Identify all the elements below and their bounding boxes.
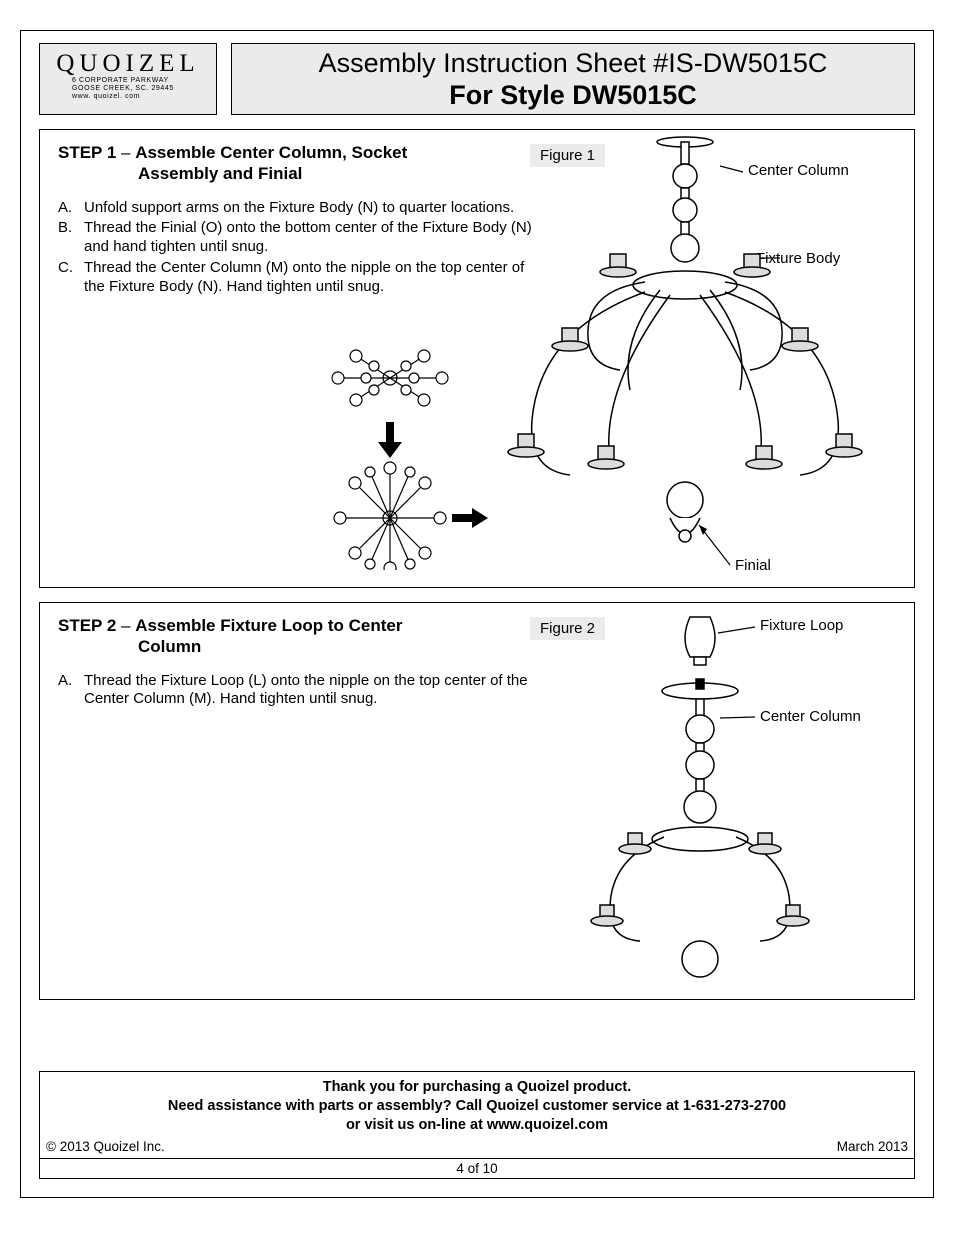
logo-brand: QUOIZEL (48, 50, 208, 78)
step2-illustration (560, 609, 840, 989)
footer-box: Thank you for purchasing a Quoizel produ… (39, 1071, 915, 1179)
step2-box: STEP 2 – Assemble Fixture Loop to Center… (39, 602, 915, 1000)
step1-box: STEP 1 – Assemble Center Column, Socket … (39, 129, 915, 588)
footer-copyright: © 2013 Quoizel Inc. (46, 1139, 165, 1154)
logo-address: 6 CORPORATE PARKWAY GOOSE CREEK, SC. 294… (48, 77, 208, 101)
footer-meta: © 2013 Quoizel Inc. March 2013 (40, 1139, 914, 1158)
logo-addr3: www. quoizel. com (72, 93, 208, 101)
logo-box: QUOIZEL 6 CORPORATE PARKWAY GOOSE CREEK,… (39, 43, 217, 115)
footer-visit: or visit us on-line at www.quoizel.com (50, 1116, 904, 1135)
step1-illustration-chandelier (480, 130, 910, 585)
footer-text: Thank you for purchasing a Quoizel produ… (40, 1072, 914, 1139)
title-box: Assembly Instruction Sheet #IS-DW5015C F… (231, 43, 915, 115)
footer-assist: Need assistance with parts or assembly? … (50, 1097, 904, 1116)
logo-addr1: 6 CORPORATE PARKWAY (72, 77, 208, 85)
footer-page: 4 of 10 (40, 1158, 914, 1178)
header-row: QUOIZEL 6 CORPORATE PARKWAY GOOSE CREEK,… (21, 31, 933, 115)
title-line2: For Style DW5015C (232, 80, 914, 111)
logo-addr2: GOOSE CREEK, SC. 29445 (72, 85, 208, 93)
title-line1: Assembly Instruction Sheet #IS-DW5015C (232, 48, 914, 79)
footer-date: March 2013 (837, 1139, 908, 1154)
footer-thanks: Thank you for purchasing a Quoizel produ… (50, 1078, 904, 1097)
page-border: QUOIZEL 6 CORPORATE PARKWAY GOOSE CREEK,… (20, 30, 934, 1198)
step1-illustration-arms (290, 330, 490, 570)
